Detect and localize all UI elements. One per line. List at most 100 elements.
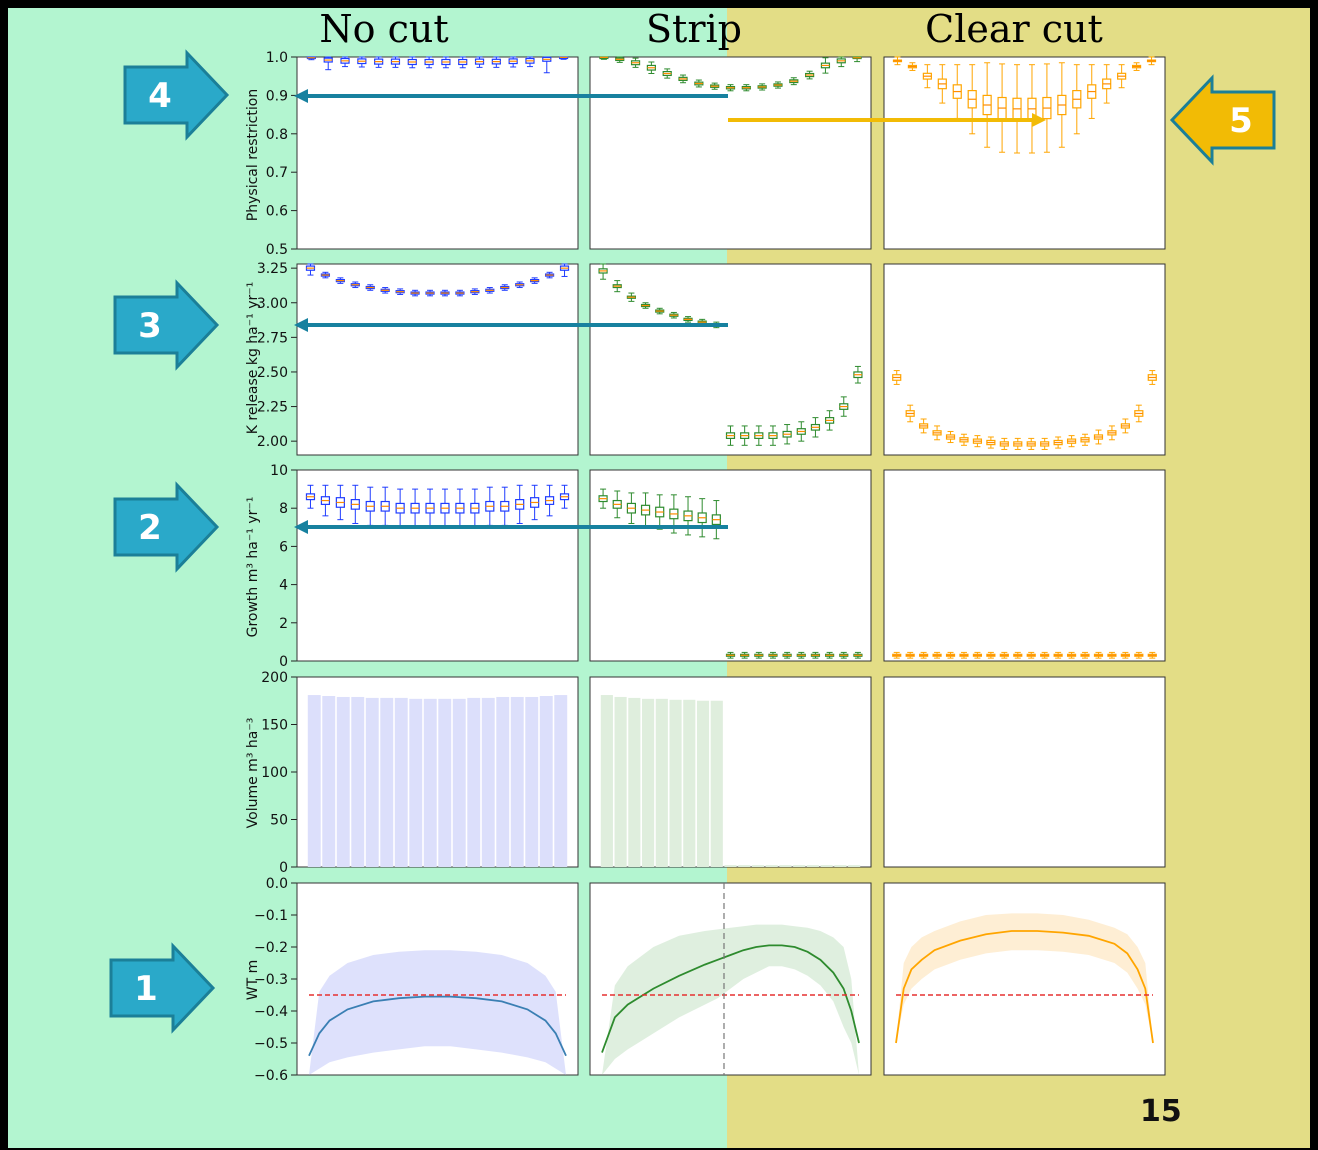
y-tick-label: −0.4 [254, 1004, 288, 1020]
volume-bar [642, 698, 655, 867]
panel-nocut-growth [296, 469, 579, 662]
panel-frame [589, 469, 872, 662]
volume-bar [554, 695, 568, 867]
column-title-clearcut: Clear cut [925, 7, 1103, 51]
volume-bar [614, 696, 627, 867]
callout-arrow-4-label: 4 [148, 76, 172, 116]
y-axis-label: Volume m³ ha⁻³ [245, 718, 261, 829]
panel-frame [589, 263, 872, 456]
volume-bar [848, 865, 861, 867]
annotation-overlay: 4 3 2 1 5 [109, 49, 1276, 1075]
panel-frame [296, 263, 579, 456]
volume-bar [467, 697, 481, 867]
wt-line [601, 944, 860, 1053]
panel-frame [883, 882, 1166, 1076]
y-tick-label: 0.5 [266, 242, 288, 258]
panel-strip-physical-restriction [589, 56, 872, 250]
volume-bar [779, 865, 792, 867]
y-tick-label: 200 [261, 670, 288, 686]
callout-arrow-4: 4 [123, 49, 230, 141]
callout-arrow-5-label: 5 [1229, 101, 1253, 141]
y-tick-label: 50 [270, 813, 288, 829]
y-tick-label: 150 [261, 718, 288, 734]
y-tick-label: 10 [270, 463, 288, 479]
wt-confidence-band [896, 913, 1153, 1043]
panel-strip-wt [589, 882, 872, 1076]
guide-arrow-growth-head [294, 520, 308, 534]
panel-frame [296, 56, 579, 250]
guide-arrow-physical-head [294, 89, 308, 103]
volume-bar [394, 697, 408, 867]
y-tick-label: 0.6 [266, 204, 288, 220]
volume-bar [452, 698, 466, 867]
volume-bar [322, 696, 336, 867]
panel-frame [883, 263, 1166, 456]
y-tick-label: 2.25 [257, 400, 288, 416]
volume-bar [834, 865, 847, 867]
callout-arrow-3-shape [113, 279, 220, 371]
y-tick-label: 0.8 [266, 127, 288, 143]
callout-arrow-4-shape [123, 49, 230, 141]
panel-strip-k-release [589, 263, 872, 456]
chart-row-physical-restriction: Physical restriction 0.5 0.6 0.7 0.8 0.9 1.0 [245, 50, 1166, 258]
volume-bar [380, 697, 394, 867]
callout-arrow-2: 2 [113, 481, 220, 573]
y-tick-label: 4 [279, 578, 288, 594]
panel-strip-growth [589, 469, 872, 662]
volume-bar [765, 865, 778, 867]
chart-row-wt: WT m −0.6 −0.5 −0.4 −0.3 −0.2 −0.1 0.0 [245, 876, 1166, 1084]
volume-bar [710, 700, 723, 867]
panel-nocut-volume [296, 676, 579, 868]
y-axis-label: WT m [245, 960, 261, 1000]
y-tick-label: 2.00 [257, 434, 288, 450]
volume-bar [438, 698, 452, 867]
volume-bar [738, 865, 751, 867]
guide-arrow-k-release-head [294, 318, 308, 332]
volume-bar [510, 696, 524, 867]
callout-arrow-2-shape [113, 481, 220, 573]
guide-arrow-k-release [294, 318, 728, 332]
guide-arrow-clearcut-head [1032, 113, 1046, 127]
volume-bar [351, 696, 365, 867]
volume-bar [409, 698, 423, 867]
volume-bar [496, 696, 510, 867]
volume-bar [806, 865, 819, 867]
callout-arrow-2-label: 2 [138, 508, 162, 548]
guide-arrow-physical [294, 89, 728, 103]
panel-frame [883, 676, 1166, 868]
y-tick-label: 0.7 [266, 165, 288, 181]
guide-arrow-growth [294, 520, 728, 534]
y-tick-label: −0.6 [254, 1068, 288, 1084]
volume-bar [724, 865, 737, 867]
volume-bar [336, 696, 350, 867]
volume-bar [539, 696, 553, 867]
volume-bar [669, 699, 682, 867]
chart-panels: Physical restriction 0.5 0.6 0.7 0.8 0.9 1.0 K … [245, 50, 1166, 1084]
volume-bar [481, 697, 495, 867]
y-tick-label: −0.2 [254, 940, 288, 956]
y-tick-label: 0.9 [266, 88, 288, 104]
y-tick-label: −0.1 [254, 908, 288, 924]
y-tick-label: 2 [279, 616, 288, 632]
column-title-strip: Strip [646, 7, 742, 51]
volume-bar [365, 697, 379, 867]
callout-arrow-5-shape [1169, 74, 1276, 166]
callout-arrow-1: 1 [109, 942, 216, 1034]
wt-line [308, 995, 567, 1057]
panel-frame [883, 56, 1166, 250]
volume-bar [696, 700, 710, 867]
y-tick-label: 8 [279, 501, 288, 517]
y-tick-label: 0 [279, 860, 288, 876]
volume-bar [423, 698, 437, 867]
y-tick-label: 2.50 [257, 365, 288, 381]
volume-bar [793, 865, 806, 867]
panel-strip-volume [589, 676, 872, 868]
chart-row-volume: Volume m³ ha⁻³ 0 50 100 150 200 [245, 670, 1166, 876]
callout-arrow-1-label: 1 [134, 969, 158, 1009]
panel-clearcut-volume [883, 676, 1166, 868]
slide-number: 15 [1140, 1094, 1182, 1129]
panel-clearcut-physical-restriction [883, 56, 1166, 250]
y-tick-label: −0.3 [254, 972, 288, 988]
